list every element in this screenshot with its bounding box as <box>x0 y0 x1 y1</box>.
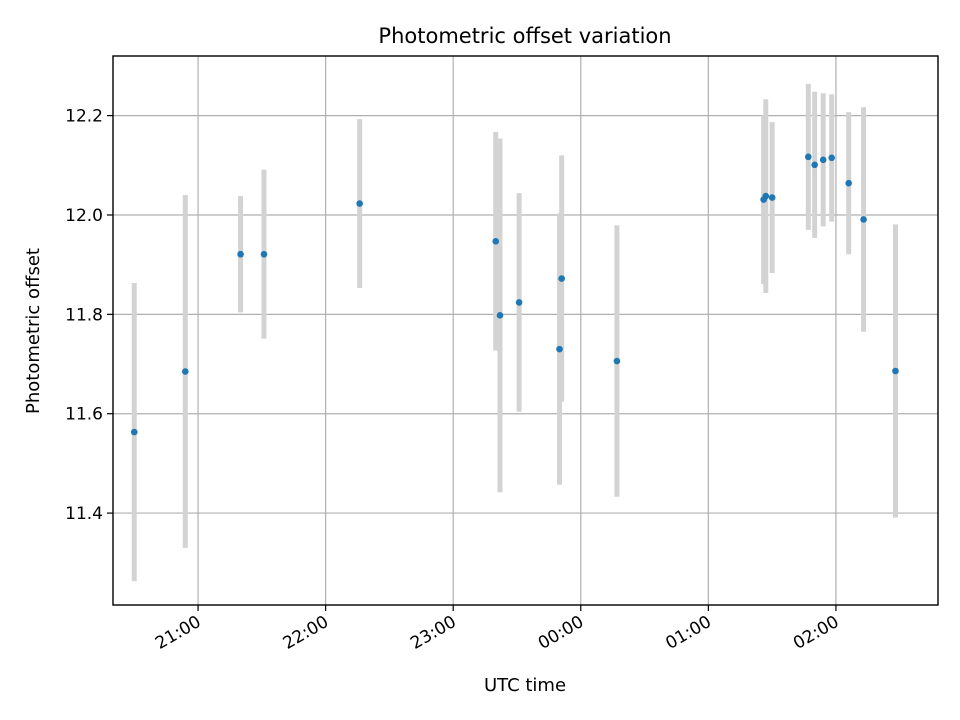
data-point <box>845 179 852 187</box>
data-points <box>130 153 899 436</box>
data-point <box>819 156 827 164</box>
data-point <box>892 367 899 375</box>
plot-frame <box>112 55 939 606</box>
data-point <box>613 357 621 365</box>
grid <box>113 56 938 605</box>
x-tick-label: 22:00 <box>280 612 332 654</box>
data-point <box>181 368 189 375</box>
data-point <box>237 250 244 258</box>
y-axis-label: Photometric offset <box>23 248 44 414</box>
x-axis-label: UTC time <box>484 675 566 696</box>
data-point <box>768 194 776 201</box>
data-point <box>828 154 835 162</box>
error-bars <box>131 83 898 582</box>
chart-title: Photometric offset variation <box>378 24 671 48</box>
x-tick-label: 23:00 <box>407 612 459 654</box>
y-tick-label: 12.0 <box>65 206 103 226</box>
data-point <box>556 345 563 353</box>
data-point <box>860 216 867 223</box>
data-point <box>515 299 523 306</box>
data-point <box>558 275 565 282</box>
data-point <box>811 161 818 169</box>
x-axis-ticks: 21:00 22:00 23:00 00:00 01:00 02:00 <box>152 605 842 654</box>
data-point <box>762 192 770 200</box>
y-axis-ticks: 11.4 11.6 11.8 12.0 12.2 <box>65 107 113 524</box>
y-tick-label: 12.2 <box>65 107 103 127</box>
data-point <box>804 153 812 161</box>
x-tick-label: 02:00 <box>790 612 842 654</box>
y-tick-label: 11.4 <box>65 504 103 524</box>
data-point <box>356 200 363 207</box>
y-tick-label: 11.8 <box>65 305 103 325</box>
data-point <box>492 238 500 245</box>
x-tick-label: 21:00 <box>152 612 204 654</box>
x-tick-label: 00:00 <box>535 612 587 654</box>
data-point <box>496 312 504 319</box>
y-tick-label: 11.6 <box>65 405 103 425</box>
data-point <box>130 428 138 436</box>
data-point <box>260 250 268 258</box>
x-tick-label: 01:00 <box>662 612 714 654</box>
